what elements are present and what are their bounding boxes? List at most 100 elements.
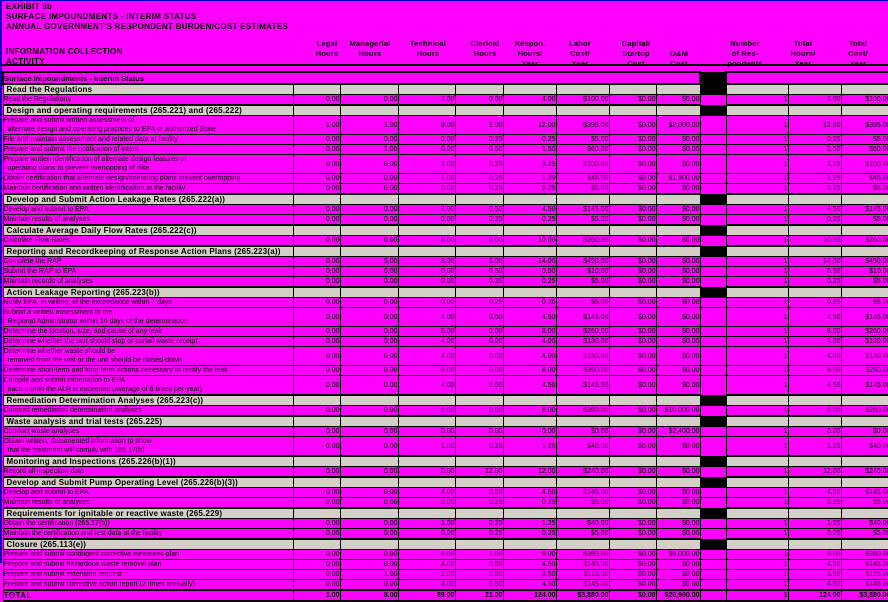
cell-technical[interactable]: 0.00 [397, 528, 456, 540]
cell-legal[interactable]: 0.00 [292, 426, 341, 437]
cell-managerial[interactable]: 0.00 [339, 173, 399, 184]
cell-technical[interactable]: 3.00 [397, 154, 456, 174]
cell-technical[interactable]: 0.00 [397, 276, 456, 288]
cell-capital[interactable]: $0.00 [608, 426, 657, 437]
cell-total-hours[interactable]: 0.25 [787, 214, 842, 226]
cell-respon-hours[interactable]: 4.50 [502, 579, 557, 591]
cell-technical[interactable]: 0.00 [397, 466, 456, 478]
cell-managerial[interactable]: 0.00 [339, 154, 399, 174]
cell-respon-hours[interactable]: 9.00 [502, 549, 557, 560]
cell-clerical[interactable]: 1.00 [454, 115, 504, 135]
cell-technical[interactable]: 9.00 [397, 115, 456, 135]
cell-total-hours[interactable]: 0.25 [787, 297, 842, 308]
cell-labor-cost[interactable]: $145.00 [555, 204, 610, 215]
cell-total-hours[interactable]: 12.00 [787, 466, 842, 478]
cell-total-cost[interactable]: $145.00 [840, 559, 888, 570]
cell-clerical[interactable]: 0.50 [454, 579, 504, 591]
cell-respon-hours[interactable]: 4.50 [502, 559, 557, 570]
cell-total-cost[interactable]: $145.00 [840, 487, 888, 498]
cell-legal[interactable]: 0.00 [292, 154, 341, 174]
cell-clerical[interactable]: 0.00 [454, 405, 504, 417]
cell-technical[interactable]: 0.00 [397, 297, 456, 308]
cell-capital[interactable]: $0.00 [608, 94, 657, 106]
cell-om[interactable]: $0.00 [655, 297, 701, 308]
cell-om[interactable]: $0.00 [655, 497, 701, 509]
cell-total-cost[interactable]: $130.00 [840, 346, 888, 366]
cell-clerical[interactable]: 0.50 [454, 144, 504, 155]
cell-labor-cost[interactable]: $45.00 [555, 173, 610, 184]
cell-managerial[interactable]: 0.00 [339, 134, 399, 145]
cell-clerical[interactable]: 0.00 [454, 426, 504, 437]
cell-respon-hours[interactable]: 4.00 [502, 336, 557, 347]
table-row[interactable]: Maintain results of analyses 0.00 0.00 0.00… [2, 497, 888, 509]
cell-labor-cost[interactable]: $130.00 [555, 346, 610, 366]
cell-total-hours[interactable]: 0.50 [787, 266, 842, 277]
cell-capital[interactable]: $0.00 [608, 134, 657, 145]
cell-respon-hours[interactable]: 0.25 [502, 183, 557, 195]
cell-capital[interactable]: $0.00 [608, 579, 657, 591]
cell-respon-hours[interactable]: 4.00 [502, 94, 557, 106]
cell-legal[interactable]: 0.00 [292, 326, 341, 337]
cell-labor-cost[interactable]: $145.00 [555, 487, 610, 498]
cell-om[interactable]: $0.00 [655, 214, 701, 226]
cell-legal[interactable]: 0.00 [292, 183, 341, 195]
cell-legal[interactable]: 0.00 [292, 336, 341, 347]
cell-total-hours[interactable]: 0.25 [787, 134, 842, 145]
cell-om[interactable]: $0.00 [655, 346, 701, 366]
cell-clerical[interactable]: 0.00 [454, 94, 504, 106]
cell-clerical[interactable]: 0.00 [454, 235, 504, 247]
cell-technical[interactable]: 1.00 [397, 518, 456, 529]
cell-technical[interactable]: 4.00 [397, 94, 456, 106]
cell-respon-hours[interactable]: 0.25 [502, 276, 557, 288]
cell-technical[interactable]: 4.00 [397, 346, 456, 366]
cell-managerial[interactable]: 0.00 [339, 405, 399, 417]
cell-capital[interactable]: $0.00 [608, 307, 657, 327]
table-row[interactable]: Calculate Flow Rates 0.00 0.00 8.00 0.00 10.0… [2, 235, 888, 247]
cell-clerical[interactable]: 0.00 [454, 365, 504, 376]
cell-respon-hours[interactable]: 0.25 [502, 214, 557, 226]
cell-respondents[interactable]: 1 [725, 579, 789, 591]
cell-total-cost[interactable]: $5.00 [840, 134, 888, 145]
cell-clerical[interactable]: 0.25 [454, 276, 504, 288]
cell-legal[interactable]: 0.00 [292, 549, 341, 560]
cell-total-cost[interactable]: $100.00 [840, 154, 888, 174]
table-row[interactable]: Prepare and submit extension request 0.00… [2, 569, 888, 580]
cell-om[interactable]: $0.00 [655, 266, 701, 277]
cell-legal[interactable]: 0.00 [292, 346, 341, 366]
cell-managerial[interactable]: 0.00 [339, 266, 399, 277]
cell-respon-hours[interactable]: 4.50 [502, 204, 557, 215]
cell-respondents[interactable]: 1 [725, 518, 789, 529]
cell-om[interactable]: $0.00 [655, 235, 701, 247]
cell-respondents[interactable]: 1 [725, 405, 789, 417]
cell-total-hours[interactable]: 1.50 [787, 144, 842, 155]
cell-total-cost[interactable]: $260.00 [840, 235, 888, 247]
cell-capital[interactable]: $0.00 [608, 559, 657, 570]
cell-clerical[interactable]: 0.25 [454, 134, 504, 145]
cell-clerical[interactable]: 0.25 [454, 154, 504, 174]
table-row[interactable]: Develop and submit to EPA 0.00 0.00 4.00 0.5… [2, 487, 888, 498]
cell-labor-cost[interactable]: $450.00 [555, 256, 610, 267]
cell-labor-cost[interactable]: $10.00 [555, 266, 610, 277]
cell-managerial[interactable]: 0.00 [339, 549, 399, 560]
cell-technical[interactable]: 4.00 [397, 307, 456, 327]
cell-total-hours[interactable]: 4.50 [787, 375, 842, 396]
cell-legal[interactable]: 0.00 [292, 144, 341, 155]
cell-technical[interactable]: 4.00 [397, 375, 456, 396]
cell-legal[interactable]: 1.00 [292, 115, 341, 135]
cell-respondents[interactable]: 1 [725, 466, 789, 478]
cell-clerical[interactable]: 0.50 [454, 569, 504, 580]
cell-clerical[interactable]: 12.00 [454, 466, 504, 478]
cell-total-hours[interactable]: 1.25 [787, 436, 842, 457]
cell-total-hours[interactable]: 4.00 [787, 336, 842, 347]
cell-clerical[interactable]: 0.50 [454, 204, 504, 215]
cell-om[interactable]: $0.00 [655, 154, 701, 174]
cell-capital[interactable]: $0.00 [608, 365, 657, 376]
cell-total-hours[interactable]: 0.25 [787, 497, 842, 509]
table-row[interactable]: Prepare and submit written assessment of… [2, 115, 888, 135]
cell-om[interactable]: $0.00 [655, 466, 701, 478]
cell-capital[interactable]: $0.00 [608, 549, 657, 560]
cell-technical[interactable]: 2.00 [397, 569, 456, 580]
table-row[interactable]: Record all inspection data 0.00 0.00 0.00 12… [2, 466, 888, 478]
table-row[interactable]: Compile and submit information to EPA eac… [2, 375, 888, 396]
cell-om[interactable]: $0.00 [655, 569, 701, 580]
